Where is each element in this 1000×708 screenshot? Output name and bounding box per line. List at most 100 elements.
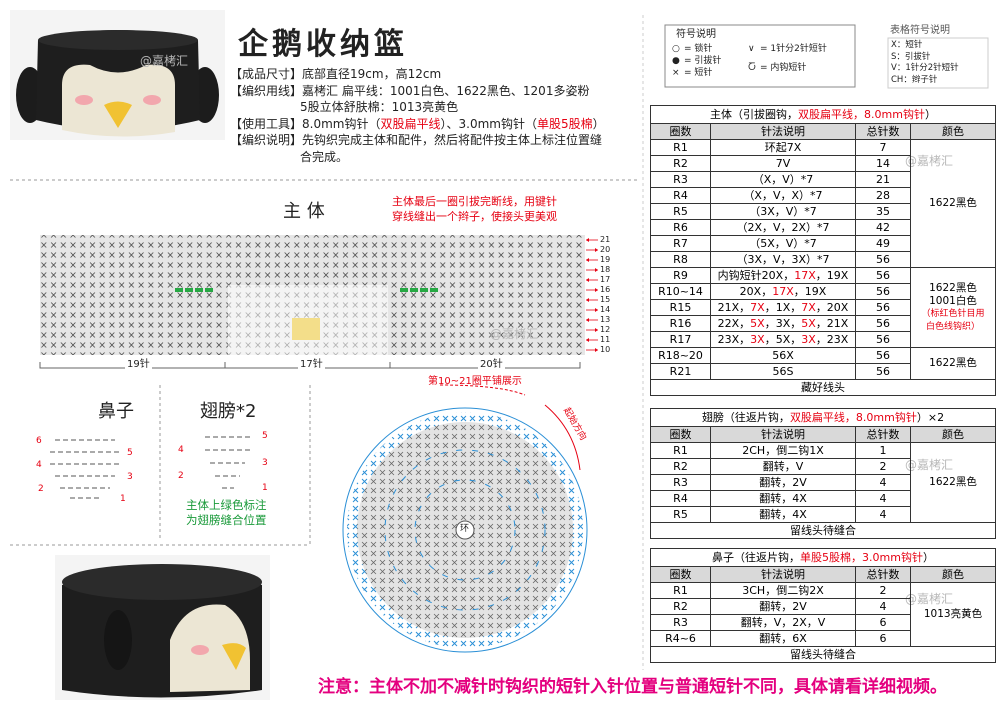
row-arrow-head: [595, 288, 598, 292]
legend-box: [887, 37, 989, 89]
legend-text: CH：辫子针: [891, 74, 938, 85]
desc-cell: 3CH，倒二钩2X: [710, 582, 856, 599]
footer-row: 留线头待缝合: [649, 522, 997, 539]
desc-cell: 2CH，倒二钩1X: [710, 442, 856, 459]
text-segment: ，23X: [815, 333, 849, 346]
header-cell: 总针数: [855, 566, 911, 583]
row-label: 15: [600, 295, 611, 304]
color-cell: 1622黑色 1001白色 （标红色针目用 白色线钩织）: [910, 267, 996, 348]
header-cell: 颜色: [909, 426, 997, 443]
round-cell: R3: [650, 474, 711, 491]
header-cell: 针法说明: [710, 426, 856, 443]
text-segment: （标红色针目用: [921, 308, 985, 319]
table-row: R1 2CH，倒二钩1X 1 1622黑色: [650, 442, 997, 523]
table-row: R1 环起7X 7 1622黑色: [650, 139, 996, 268]
row-label: 1: [262, 483, 268, 493]
round-cell: R21: [650, 363, 711, 380]
desc-cell: 56S: [710, 363, 856, 380]
legend-box: [664, 24, 856, 88]
round-cell: R2: [650, 598, 711, 615]
footer-row: 藏好线头: [650, 379, 996, 396]
row-arrow-head: [586, 298, 589, 302]
segment-label: 20针: [478, 359, 505, 370]
title: 企鹅收纳篮: [238, 27, 408, 62]
text-segment: ，20X: [815, 301, 849, 314]
row-label: 5: [127, 448, 133, 458]
text-segment: 5X: [750, 317, 765, 330]
text-segment: 1622黑色: [929, 197, 977, 209]
table-row: R6 （2X，V，2X）*7 42: [650, 219, 996, 236]
header-cell: 圈数: [650, 426, 711, 443]
header-cell: 总针数: [855, 123, 911, 140]
table-row: R3 翻转，2V 4: [650, 474, 996, 491]
row-label: 10: [600, 345, 611, 354]
title-row: 鼻子（往返片钩，单股5股棉，3.0mm钩针）: [650, 548, 996, 567]
row-arrow-head: [586, 258, 589, 262]
spec-label: 【编织用线】: [230, 83, 303, 98]
text-segment: 嘉栲汇 扁平线：1001白色、1622黑色、1201多姿粉: [302, 83, 590, 98]
text-segment: ，19X: [793, 285, 827, 298]
text-segment: ）: [922, 551, 934, 564]
total-cell: 4: [855, 474, 911, 491]
total-cell: 6: [855, 614, 911, 631]
watermark: @嘉栲汇: [490, 327, 539, 341]
legend-text: = 引拔针: [684, 56, 722, 66]
row-label: 4: [178, 445, 184, 455]
desc-cell: 7V: [710, 155, 856, 172]
circle-label: 第10~21圈平铺展示: [428, 376, 522, 387]
watermark: @嘉栲汇: [140, 54, 189, 68]
total-cell: 56: [855, 363, 911, 380]
row-label: 13: [600, 315, 611, 324]
text-segment: 20X，: [739, 285, 773, 298]
table-title: 翅膀（往返片钩，双股扁平线，8.0mm钩针）×2: [649, 408, 997, 427]
row-label: 18: [600, 265, 611, 274]
legend-symbol: ○: [672, 44, 680, 54]
text-segment: 双股扁平线: [380, 116, 441, 131]
table-row: R5 翻转，4X 4: [650, 506, 996, 523]
row-arrow-head: [586, 238, 589, 242]
chart-title: 主 体: [283, 201, 325, 222]
table-footer: 留线头待缝合: [649, 522, 997, 539]
text-segment: （5X，V）*7: [749, 237, 817, 250]
text-segment: （X，V）*7: [752, 173, 814, 186]
text-segment: 7X: [801, 301, 816, 314]
spec-line: 【编织说明】先钩织完成主体和配件，然后将配件按主体上标注位置缝: [230, 134, 602, 146]
total-cell: 4: [855, 598, 911, 615]
color-cell: 1622黑色: [910, 139, 996, 268]
text-segment: 17X: [772, 285, 794, 298]
header-row: 圈数 针法说明 总针数 颜色: [650, 123, 996, 140]
text-segment: ）×2: [916, 411, 945, 424]
text-segment: 单股5股棉，3.0mm钩针: [800, 551, 923, 564]
text-segment: （3X，V）*7: [749, 205, 817, 218]
round-cell: R4: [650, 187, 711, 204]
header-cell: 圈数: [650, 123, 711, 140]
text-segment: 双股扁平线，8.0mm钩针: [798, 108, 925, 121]
desc-cell: 翻转，6X: [710, 630, 856, 647]
chart-note: 主体最后一圈引拔完断线，用键针: [392, 195, 557, 208]
total-cell: 28: [855, 187, 911, 204]
text-segment: 5股立体舒肤棉：1013亮黄色: [300, 100, 459, 114]
text-segment: 翻转，6X: [759, 632, 807, 645]
row-label: 19: [600, 255, 611, 264]
text-segment: 3X: [801, 333, 816, 346]
row-label: 5: [262, 431, 268, 441]
main-chart-grid: [39, 235, 585, 369]
table-body: 鼻子（往返片钩，单股5股棉，3.0mm钩针） 圈数 针法说明 总针数 颜色 R1 3CH，倒…: [650, 548, 996, 663]
spec-line: 【成品尺寸】底部直径19cm，高12cm: [230, 68, 441, 80]
legend-text: = 锁针: [684, 44, 713, 54]
total-cell: 4: [855, 490, 911, 507]
photo-top: [10, 10, 225, 140]
legend-symbol: Ⴀ: [748, 63, 756, 73]
table-row: R17 23X，3X，5X，3X，23X 56: [650, 331, 996, 348]
table: 主体（引拔圈钩，双股扁平线，8.0mm钩针） 圈数 针法说明 总针数 颜色 R1 环起7X 7…: [650, 105, 996, 396]
desc-cell: 翻转，V: [710, 458, 856, 475]
table: 翅膀（往返片钩，双股扁平线，8.0mm钩针）×2 圈数 针法说明 总针数 颜色 R1 2CH…: [649, 408, 997, 539]
desc-cell: 21X，7X，1X，7X，20X: [710, 299, 856, 316]
row-label: 12: [600, 325, 611, 334]
text-segment: 22X，: [717, 317, 751, 330]
round-cell: R18~20: [650, 347, 711, 364]
desc-cell: （X，V）*7: [710, 171, 856, 188]
desc-cell: 翻转，V，2X，V: [710, 614, 856, 631]
text-segment: 内钩短针20X，: [717, 269, 795, 282]
desc-cell: （3X，V，3X）*7: [710, 251, 856, 268]
